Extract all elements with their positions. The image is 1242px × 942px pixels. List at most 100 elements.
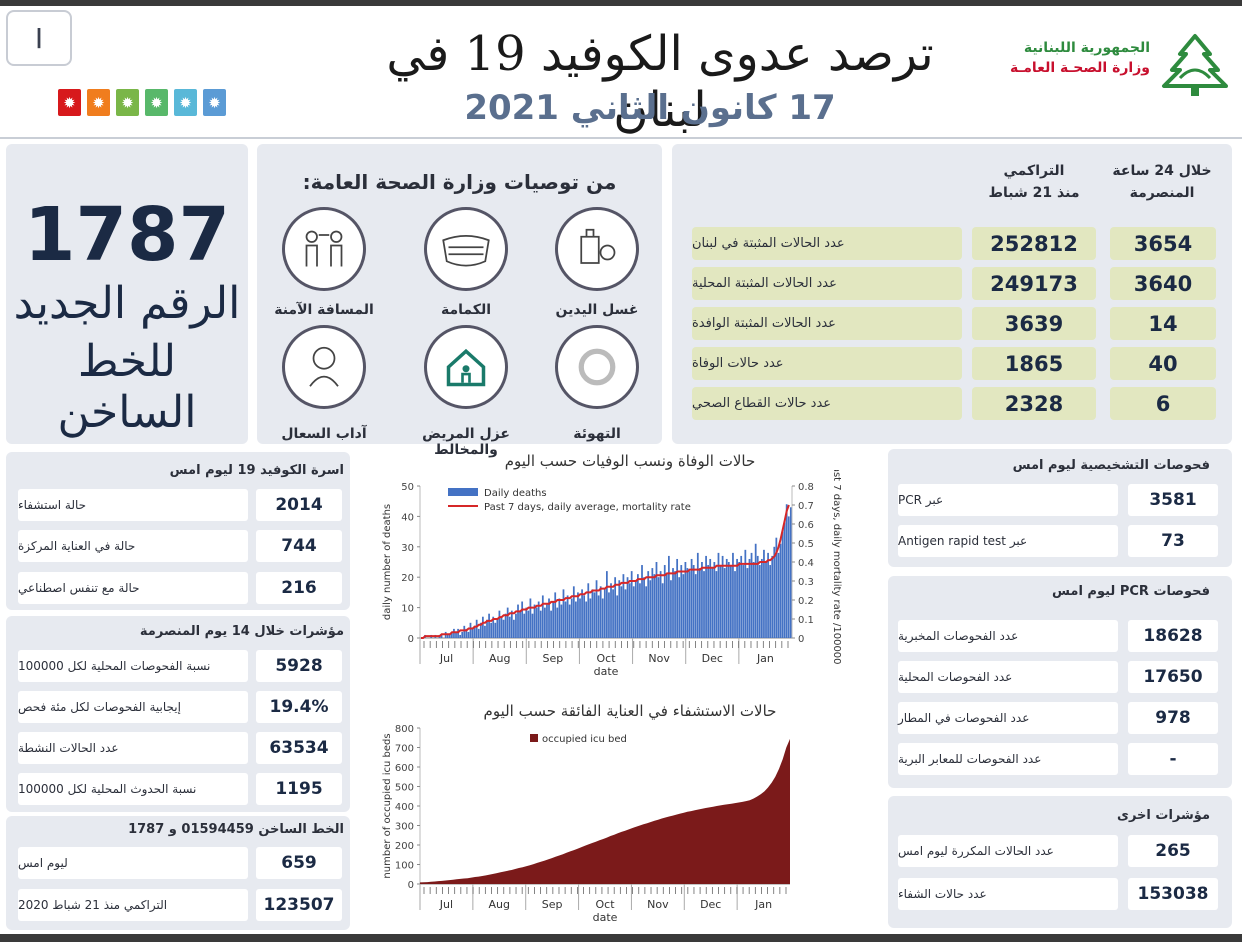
death-bar [597, 595, 600, 638]
indicators14-row-label: إيجابية الفحوصات لكل مئة فحص [18, 691, 248, 723]
death-bar [606, 571, 608, 638]
y2-tick-label: 0.1 [798, 615, 814, 626]
stat-cumulative-value: 252812 [972, 227, 1096, 260]
death-bar [696, 552, 699, 638]
death-bar [746, 568, 749, 638]
death-bar [628, 583, 631, 638]
death-bar [682, 574, 685, 638]
death-bar [570, 598, 573, 638]
y-tick-label: 200 [395, 841, 414, 852]
death-bar [537, 601, 540, 638]
legend-area-label: occupied icu bed [542, 734, 627, 745]
alert-level-5-icon: ✹ [174, 89, 197, 116]
death-bar [475, 619, 478, 638]
death-bar [761, 558, 763, 638]
month-label: Aug [489, 898, 510, 911]
death-bar [544, 607, 546, 638]
hotline-caption-line2: للخط الساخن [57, 336, 197, 438]
death-bar [589, 598, 592, 638]
death-bar [440, 634, 443, 638]
icu-area [420, 738, 790, 884]
death-bar [703, 571, 705, 638]
death-bar [773, 546, 776, 638]
indicators14-row-value: 63534 [256, 732, 342, 764]
ministry-name: الجمهورية اللبنانية وزارة الصحـة العامـة [990, 38, 1150, 78]
death-bar [686, 568, 689, 638]
ventilation-icon-glyph [578, 348, 616, 386]
home-isolation-icon [424, 325, 508, 409]
death-bar [721, 555, 724, 638]
cedar-logo-icon [1162, 34, 1228, 96]
death-bar [527, 610, 530, 638]
death-bar [709, 558, 712, 638]
death-bar [533, 604, 536, 638]
distance-icon-glyph [305, 230, 343, 267]
death-bar [467, 631, 470, 638]
death-bar [701, 562, 703, 638]
death-bar [783, 522, 786, 638]
cough-icon [282, 325, 366, 409]
death-bar [665, 574, 668, 638]
death-bar [554, 592, 557, 638]
death-bar [632, 586, 635, 638]
death-bar [647, 571, 650, 638]
y-axis-label: daily number of deaths [382, 504, 393, 620]
death-bar [461, 631, 464, 638]
death-bar [754, 543, 757, 638]
stat-24h-value: 3640 [1110, 267, 1216, 300]
y2-tick-label: 0.5 [798, 539, 814, 550]
death-bar [692, 565, 695, 638]
death-bar [471, 628, 474, 638]
death-bar [781, 531, 784, 638]
header-cumulative-line1: التراكمي [1003, 163, 1065, 179]
hotline_calls-row-label: ليوم امس [18, 847, 248, 879]
indicators14-row-value: 19.4% [256, 691, 342, 723]
death-bar [763, 549, 765, 638]
death-bar [455, 631, 457, 638]
beds-title: اسرة الكوفيد 19 ليوم امس [169, 463, 344, 478]
other_indicators-row-label: عدد الحالات المكررة ليوم امس [898, 835, 1118, 867]
alert-level-row: ✹ ✹ ✹ ✹ ✹ ✹ [58, 89, 226, 116]
death-bar [643, 577, 645, 638]
death-bar [785, 504, 788, 638]
stat-cumulative-value: 2328 [972, 387, 1096, 420]
y2-axis-label: past 7 days, daily mortality rate /10000… [831, 470, 842, 665]
stat-label: عدد الحالات المثبتة المحلية [692, 267, 962, 300]
death-bar [787, 516, 790, 638]
month-label: Dec [700, 898, 721, 911]
death-bar [719, 565, 722, 638]
pcr_tests-row-value: 18628 [1128, 620, 1218, 652]
death-bar [727, 562, 730, 638]
death-bar [469, 622, 472, 638]
beds-row-label: حالة مع تنفس اصطناعي [18, 572, 248, 604]
alert-level-3-icon: ✹ [116, 89, 139, 116]
indicators14-title: مؤشرات خلال 14 يوم المنصرمة [139, 624, 344, 639]
death-bar [637, 574, 639, 638]
beds-row-label: حالة في العناية المركزة [18, 530, 248, 562]
ministry-line1: الجمهورية اللبنانية [1023, 40, 1150, 56]
month-label: Dec [702, 652, 723, 665]
death-bar [595, 580, 598, 638]
indicators14-row-label: عدد الحالات النشطة [18, 732, 248, 764]
death-bar [583, 595, 586, 638]
death-bar [577, 592, 579, 638]
death-bar [572, 586, 575, 638]
page-button[interactable]: I [6, 10, 72, 66]
death-bar [734, 571, 736, 638]
death-bar [711, 568, 714, 638]
y-tick-label: 300 [395, 822, 414, 833]
death-bar [446, 634, 449, 638]
death-bar [765, 562, 767, 638]
death-bar [752, 562, 755, 638]
recommendation-label: الكمامة [441, 302, 491, 318]
death-bar [575, 601, 577, 638]
x-axis-label: date [593, 911, 618, 924]
death-bar [529, 598, 532, 638]
death-bar [482, 616, 484, 638]
death-bar [678, 577, 681, 638]
y2-tick-label: 0 [798, 634, 804, 645]
death-bar [732, 552, 734, 638]
month-label: Sep [542, 898, 563, 911]
death-bar [515, 613, 517, 638]
